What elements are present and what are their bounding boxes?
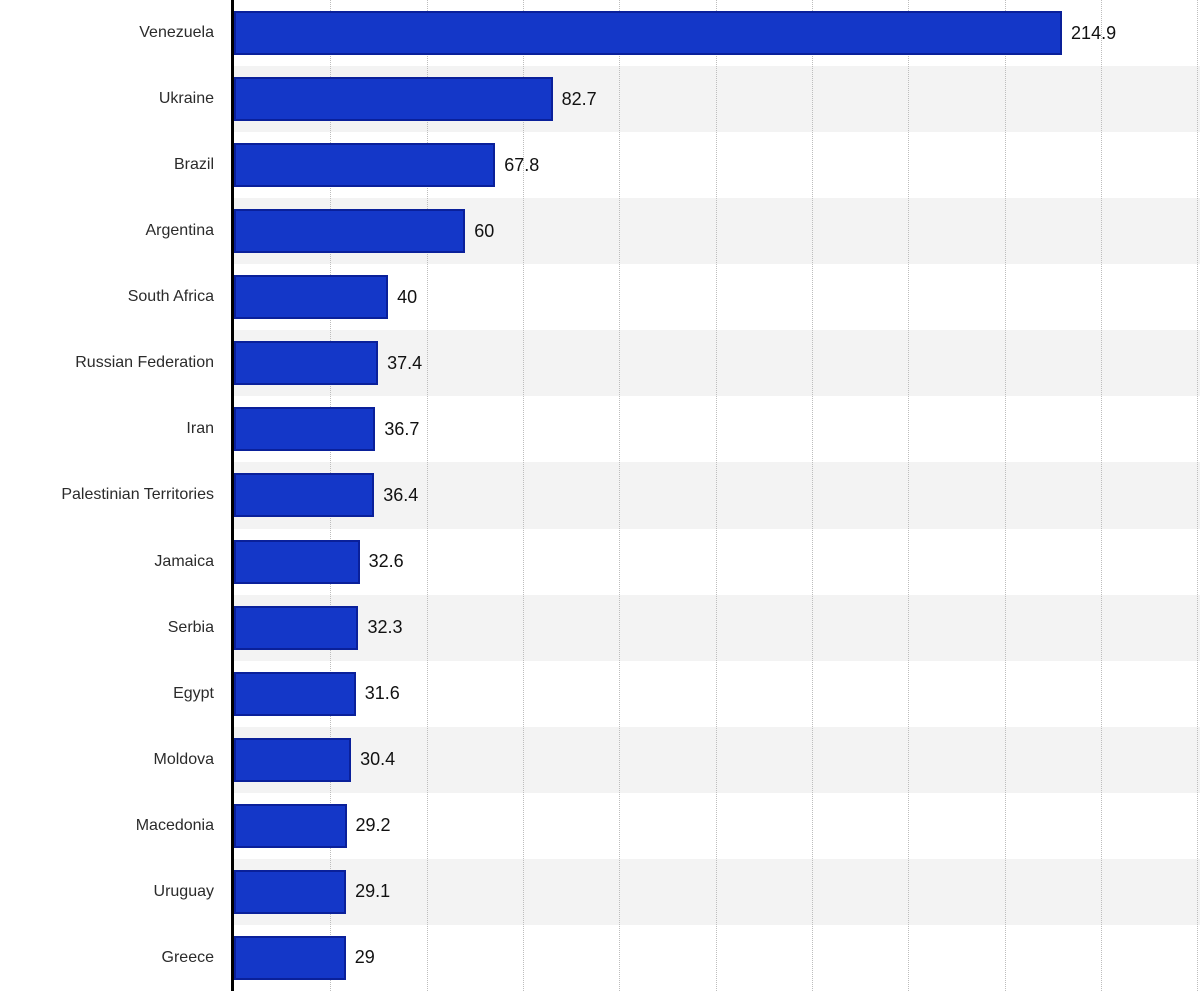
category-label-cell: Moldova (0, 726, 234, 793)
chart-row: Venezuela 214.9 (0, 0, 1200, 67)
category-label-cell: Egypt (0, 660, 234, 727)
plot-cell: 30.4 (234, 726, 1200, 793)
chart-row: Jamaica 32.6 (0, 528, 1200, 595)
chart-row: Russian Federation 37.4 (0, 330, 1200, 397)
category-label-cell: Ukraine (0, 66, 234, 133)
value-label: 29.2 (355, 815, 391, 836)
chart-row: Moldova 30.4 (0, 726, 1200, 793)
bar[interactable] (234, 539, 360, 584)
bar[interactable] (234, 407, 376, 452)
value-label: 60 (474, 220, 495, 241)
value-label: 29.1 (355, 881, 391, 902)
plot-cell: 67.8 (234, 132, 1200, 198)
category-label-cell: South Africa (0, 264, 234, 331)
category-label-cell: Jamaica (0, 528, 234, 595)
plot-cell: 32.6 (234, 529, 1200, 595)
bar[interactable] (234, 275, 389, 320)
chart-row: Uruguay 29.1 (0, 858, 1200, 925)
category-label-cell: Russian Federation (0, 330, 234, 397)
category-label-cell: Palestinian Territories (0, 462, 234, 529)
category-label-cell: Serbia (0, 594, 234, 661)
plot-cell: 31.6 (234, 661, 1200, 727)
value-label: 36.7 (384, 418, 420, 439)
category-label: Iran (186, 420, 214, 438)
category-label: Macedonia (135, 816, 214, 834)
category-label-cell: Argentina (0, 198, 234, 265)
plot-cell: 60 (234, 198, 1200, 265)
category-label: Russian Federation (75, 354, 214, 372)
bar[interactable] (234, 671, 356, 716)
value-label: 67.8 (504, 154, 540, 175)
category-label-cell: Brazil (0, 132, 234, 199)
category-label: Jamaica (154, 552, 214, 570)
category-label: Argentina (145, 222, 215, 240)
bar[interactable] (234, 77, 553, 122)
plot-cell: 36.7 (234, 396, 1200, 462)
chart-row: Palestinian Territories 36.4 (0, 462, 1200, 529)
chart-row: Macedonia 29.2 (0, 792, 1200, 859)
chart-row: Serbia 32.3 (0, 594, 1200, 661)
bar[interactable] (234, 209, 466, 254)
bar[interactable] (234, 605, 359, 650)
category-label: South Africa (127, 288, 214, 306)
value-label: 40 (397, 286, 418, 307)
category-label-cell: Venezuela (0, 0, 234, 67)
category-label-cell: Macedonia (0, 792, 234, 859)
plot-cell: 40 (234, 264, 1200, 330)
value-label: 37.4 (387, 352, 423, 373)
plot-cell: 29.1 (234, 858, 1200, 925)
plot-cell: 32.3 (234, 594, 1200, 661)
category-label: Ukraine (158, 90, 214, 108)
bar[interactable] (234, 143, 496, 188)
category-label: Uruguay (153, 882, 214, 900)
plot-cell: 29.2 (234, 793, 1200, 859)
bar[interactable] (234, 869, 347, 914)
category-label-cell: Uruguay (0, 858, 234, 925)
category-label: Palestinian Territories (61, 486, 214, 504)
category-label: Brazil (173, 156, 214, 174)
category-label-cell: Greece (0, 924, 234, 991)
plot-cell: 214.9 (234, 0, 1200, 66)
bar[interactable] (234, 341, 379, 386)
chart-row: Ukraine 82.7 (0, 66, 1200, 133)
plot-cell: 36.4 (234, 462, 1200, 529)
value-label: 36.4 (383, 484, 419, 505)
category-label: Venezuela (139, 24, 214, 42)
value-label: 82.7 (561, 88, 597, 109)
chart-row: Egypt 31.6 (0, 660, 1200, 727)
value-label: 31.6 (364, 683, 400, 704)
bar[interactable] (234, 473, 375, 518)
chart-row: Argentina 60 (0, 198, 1200, 265)
plot-cell: 82.7 (234, 66, 1200, 133)
y-axis-line (231, 0, 234, 991)
category-label-cell: Iran (0, 396, 234, 463)
chart-row: South Africa 40 (0, 264, 1200, 331)
value-label: 29 (354, 947, 375, 968)
category-label: Serbia (167, 618, 214, 636)
value-label: 30.4 (360, 749, 396, 770)
value-label: 32.3 (367, 617, 403, 638)
bar[interactable] (234, 737, 352, 782)
category-label: Greece (161, 948, 214, 966)
bar[interactable] (234, 935, 346, 980)
value-label: 214.9 (1071, 22, 1117, 43)
bar[interactable] (234, 803, 347, 848)
chart-row: Brazil 67.8 (0, 132, 1200, 199)
plot-cell: 29 (234, 925, 1200, 991)
chart-row: Greece 29 (0, 924, 1200, 991)
plot-cell: 37.4 (234, 330, 1200, 397)
value-label: 32.6 (368, 551, 404, 572)
category-label: Moldova (153, 750, 214, 768)
bar[interactable] (234, 11, 1063, 56)
chart-row: Iran 36.7 (0, 396, 1200, 463)
category-label: Egypt (173, 684, 214, 702)
